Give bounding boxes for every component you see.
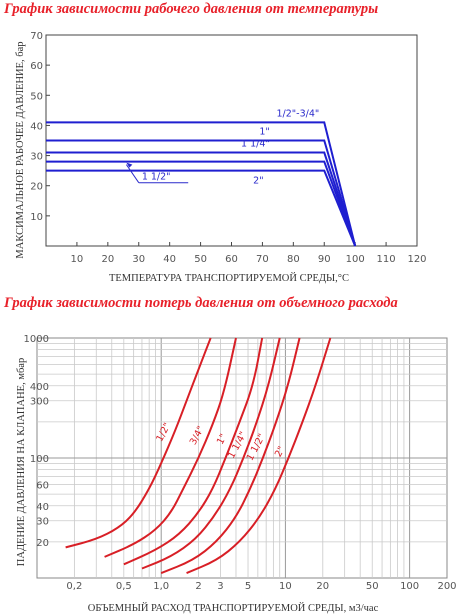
chart1-series-line (46, 121, 357, 247)
chart1-y-tick-label: 60 (30, 61, 43, 72)
chart1-y-tick-label: 50 (30, 91, 43, 102)
chart1-y-tick-label: 30 (30, 152, 43, 163)
chart2-series-line (104, 337, 237, 558)
chart1-x-tick-label: 80 (287, 254, 300, 265)
chart1-y-tick-label: 20 (30, 182, 43, 193)
chart2-y-axis-label: ПАДЕНИЕ ДАВЛЕНИЯ НА КЛАПАНЕ, мбар (16, 358, 27, 566)
chart2-x-tick-label: 50 (366, 581, 379, 592)
chart2-x-tick-label: 0,2 (66, 581, 82, 592)
chart1-title: График зависимости рабочего давления от … (4, 1, 379, 17)
chart2-plot-frame (36, 337, 448, 579)
chart2-x-tick-label: 3 (217, 581, 223, 592)
chart1-series-line (46, 139, 357, 247)
chart1-series-label: 2" (253, 176, 263, 187)
chart2-series-line (65, 337, 212, 549)
chart2-series-label: 2" (273, 445, 288, 459)
chart1-series-line (46, 160, 357, 247)
chart2-x-tick-label: 2 (195, 581, 201, 592)
chart1-series-line (46, 169, 357, 247)
chart2-x-tick-label: 20 (316, 581, 329, 592)
chart2-y-tick-label: 300 (30, 397, 49, 408)
chart2-series-line (123, 337, 264, 566)
chart1-x-tick-label: 110 (377, 254, 396, 265)
chart2-title: График зависимости потерь давления от об… (4, 295, 398, 311)
chart2-x-tick-label: 1,0 (153, 581, 169, 592)
chart1-x-tick-label: 30 (132, 254, 145, 265)
chart2-series-line (160, 337, 301, 574)
chart2-x-tick-label: 100 (400, 581, 419, 592)
temperature-pressure-chart: 10 20 30 40 50 60 70 80 90 100 110 120 10 20 30 40 50 60 7… (15, 31, 427, 284)
chart2-y-tick-label: 100 (30, 454, 49, 465)
chart2-series-line (141, 337, 281, 570)
chart1-x-tick-label: 60 (225, 254, 238, 265)
chart1-callout-line (125, 164, 140, 183)
chart1-x-tick-label: 100 (346, 254, 365, 265)
chart2-y-tick-label: 40 (36, 502, 49, 513)
chart1-x-tick-label: 10 (71, 254, 84, 265)
chart1-x-tick-label: 120 (407, 254, 426, 265)
chart1-x-tick-label: 40 (163, 254, 176, 265)
chart1-x-tick-label: 20 (101, 254, 114, 265)
chart1-y-tick-label: 70 (30, 31, 43, 42)
chart2-x-tick-label: 10 (279, 581, 292, 592)
chart2-x-axis-label: ОБЪЕМНЫЙ РАСХОД ТРАНСПОРТИРУЕМОЙ СРЕДЫ, … (88, 602, 379, 614)
chart1-y-tick-label: 10 (30, 212, 43, 223)
chart1-y-axis-label: МАКСИМАЛЬНОЕ РАБОЧЕЕ ДАВЛЕНИЕ, бар (15, 41, 26, 258)
chart2-series-label: 1 1/2" (245, 432, 268, 463)
chart2-series-label: 3/4" (188, 424, 207, 447)
chart1-x-axis-label: ТЕМПЕРАТУРА ТРАНСПОРТИРУЕМОЙ СРЕДЫ,°С (109, 272, 349, 284)
chart1-series-label: 1/2"-3/4" (277, 108, 320, 119)
chart1-x-tick-label: 90 (318, 254, 331, 265)
chart2-series-label: 1" (215, 432, 230, 446)
chart2-x-tick-label: 0,5 (116, 581, 132, 592)
chart2-y-tick-label: 400 (30, 382, 49, 393)
chart1-y-tick-label: 40 (30, 121, 43, 132)
chart2-x-tick-label: 5 (245, 581, 251, 592)
chart2-series-line (186, 337, 332, 574)
chart1-x-tick-label: 50 (194, 254, 207, 265)
chart2-y-tick-label: 60 (36, 481, 49, 492)
chart2-y-tick-label: 20 (36, 538, 49, 549)
chart2-y-tick-label: 30 (36, 517, 49, 528)
chart2-series-label: 1/2" (154, 421, 173, 444)
chart1-x-tick-label: 70 (256, 254, 269, 265)
chart2-x-tick-label: 200 (437, 581, 456, 592)
chart2-series-label: 1 1/4" (226, 430, 249, 461)
chart1-series-label: 1" (259, 127, 269, 138)
chart1-callout-arrowhead (126, 162, 133, 168)
chart2-y-tick-label: 1000 (24, 334, 49, 345)
chart1-series-label: 1 1/2" (142, 172, 171, 183)
chart1-series-label: 1 1/4" (241, 139, 270, 150)
chart1-series-line (46, 151, 357, 247)
